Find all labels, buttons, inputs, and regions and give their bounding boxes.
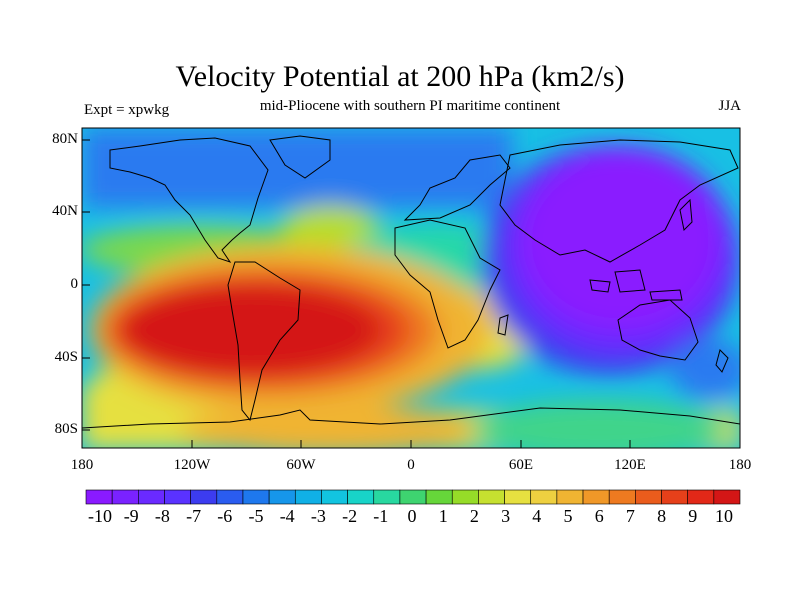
colorbar-tick-label: 7 [625, 506, 635, 526]
colorbar-swatch [164, 489, 191, 505]
colorbar-tick-label: -5 [248, 506, 264, 526]
colorbar-swatch [713, 489, 741, 505]
colorbar-tick-label: -2 [342, 506, 358, 526]
coastlines [82, 135, 740, 429]
colorbar-swatch [608, 489, 636, 505]
colorbar-tick-label: 1 [438, 506, 448, 526]
colorbar-swatch [504, 489, 532, 505]
colorbar-tick-label: 3 [501, 506, 511, 526]
colorbar-swatch [321, 489, 348, 505]
colorbar-swatch [530, 489, 558, 505]
lon-tick-label: 0 [407, 457, 415, 473]
colorbar-swatch [687, 489, 715, 505]
colorbar-tick-label: -7 [186, 506, 202, 526]
colorbar-tick-label: -4 [279, 506, 295, 526]
colorbar-swatch [661, 489, 688, 505]
chart-subtitle: mid-Pliocene with southern PI maritime c… [259, 98, 561, 114]
colorbar-tick-label: -8 [154, 506, 170, 526]
colorbar-swatch [582, 489, 610, 505]
lat-tick-label: 80N [52, 131, 78, 147]
colorbar-swatch [268, 489, 296, 505]
colorbar-swatch [451, 489, 479, 505]
lat-tick-label: 0 [70, 276, 79, 292]
colorbar-tick-label: -3 [310, 506, 326, 526]
colorbar-swatch [347, 489, 375, 505]
colorbar-tick-label: 2 [469, 506, 479, 526]
colorbar-swatch [399, 489, 427, 505]
colorbar-tick-label: 9 [688, 506, 698, 526]
season-label: JJA [718, 98, 741, 114]
field-layer [82, 128, 740, 448]
colorbar-tick-label: -9 [123, 506, 139, 526]
lon-tick-label: 60W [286, 457, 316, 473]
chart-title: Velocity Potential at 200 hPa (km2/s) [175, 60, 625, 93]
colorbar-tick-label: 6 [594, 506, 604, 526]
colorbar-swatch [478, 489, 505, 505]
lon-tick-label: 60E [508, 457, 534, 473]
experiment-label: Expt = xpwkg [84, 102, 170, 118]
lon-tick-label: 120W [173, 457, 211, 473]
lon-tick-label: 180 [728, 457, 752, 473]
colorbar-swatch [111, 489, 139, 505]
colorbar-swatch [242, 489, 270, 505]
colorbar-tick-label: -6 [217, 506, 233, 526]
colorbar-swatch [373, 489, 401, 505]
lat-tick-label: 40S [54, 349, 78, 365]
colorbar-swatch [635, 489, 662, 505]
colorbar-tick-label: 5 [563, 506, 573, 526]
colorbar-tick-label: 4 [532, 506, 542, 526]
colorbar-swatch [190, 489, 218, 505]
colorbar-tick-label: 0 [407, 506, 417, 526]
colorbar-tick-label: -1 [373, 506, 389, 526]
lon-tick-label: 120E [614, 457, 646, 473]
lon-tick-label: 180 [70, 457, 94, 473]
colorbar-tick-label: -10 [88, 506, 112, 526]
colorbar-swatch [556, 489, 584, 505]
colorbar-swatch [216, 489, 244, 505]
lat-tick-label: 80S [54, 421, 78, 437]
axis-ticks [81, 139, 741, 448]
colorbar-swatch [85, 489, 113, 505]
colorbar-tick-label: 10 [715, 506, 733, 526]
lat-tick-label: 40N [52, 203, 78, 219]
colorbar-swatch [425, 489, 453, 505]
colorbar-tick-label: 8 [657, 506, 667, 526]
colorbar-swatch [138, 489, 165, 505]
colorbar-swatch [294, 489, 322, 505]
